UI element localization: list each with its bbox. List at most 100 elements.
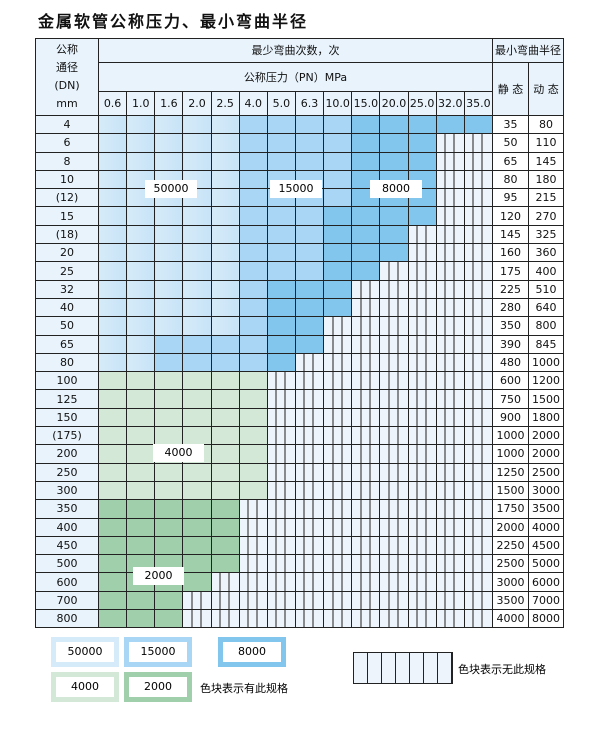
spec-cell [182, 206, 212, 226]
no-spec-cell [351, 517, 381, 537]
table-row: 800 4000 8000 [35, 609, 564, 629]
table-row: 125 750 1500 [35, 389, 564, 409]
pressure-col-header: 1.6 [154, 91, 184, 116]
no-spec-cell [351, 572, 381, 592]
dn-header-line: 通径 [56, 61, 78, 74]
no-spec-cell [351, 334, 381, 354]
spec-cell [154, 334, 184, 354]
no-spec-cell [266, 407, 296, 428]
dn-cell: 65 [35, 334, 99, 354]
spec-cell [182, 535, 212, 556]
pressure-col-header: 1.0 [126, 91, 156, 116]
spec-cell [238, 133, 268, 153]
spec-cell [238, 297, 268, 318]
spec-cell [126, 243, 156, 263]
dn-cell: 450 [35, 535, 99, 556]
static-radius-cell: 480 [491, 352, 529, 373]
spec-cell [97, 609, 128, 629]
static-radius-cell: 145 [491, 224, 529, 245]
dynamic-radius-cell: 8000 [527, 609, 564, 629]
no-spec-cell [463, 554, 493, 574]
dn-cell: 350 [35, 499, 99, 519]
no-spec-cell [266, 462, 296, 482]
spec-cell [126, 426, 156, 446]
dn-cell: 25 [35, 261, 99, 281]
spec-cell [407, 151, 437, 171]
spec-cell [294, 224, 325, 245]
legend-50000: 50000 [51, 637, 119, 667]
spec-cell [238, 151, 268, 171]
static-radius-cell: 280 [491, 297, 529, 318]
dynamic-radius-cell: 215 [527, 188, 564, 208]
dynamic-radius-cell: 360 [527, 243, 564, 263]
spec-cell [294, 133, 325, 153]
no-spec-cell [379, 462, 409, 482]
no-spec-cell [463, 426, 493, 446]
table-row: (18) 145 325 [35, 224, 564, 245]
spec-cell [323, 114, 353, 135]
no-spec-cell [238, 609, 268, 629]
spec-cell [266, 316, 296, 336]
table-row: 600 3000 6000 [35, 572, 564, 592]
spec-cell [238, 261, 268, 281]
radius-header: 最小弯曲半径 [491, 38, 564, 63]
legend-label: 15000 [129, 642, 187, 662]
dynamic-radius-cell: 2000 [527, 444, 564, 464]
no-spec-cell [182, 609, 212, 629]
spec-cell [182, 114, 212, 135]
static-radius-cell: 50 [491, 133, 529, 153]
spec-cell [210, 297, 240, 318]
spec-cell [154, 609, 184, 629]
no-spec-cell [210, 609, 240, 629]
no-spec-cell [407, 261, 437, 281]
no-spec-cell [266, 554, 296, 574]
no-spec-cell [435, 590, 465, 611]
spec-cell [238, 224, 268, 245]
spec-cell [210, 444, 240, 464]
no-spec-cell [407, 279, 437, 299]
no-spec-cell [323, 480, 353, 501]
no-spec-cell [463, 151, 493, 171]
spec-cell [238, 371, 268, 391]
legend-label: 8000 [223, 642, 281, 662]
spec-cell [379, 224, 409, 245]
no-spec-cell [463, 352, 493, 373]
dn-header-line: mm [56, 97, 78, 110]
spec-cell [210, 554, 240, 574]
spec-cell [379, 133, 409, 153]
spec-cell [154, 261, 184, 281]
spec-cell [126, 590, 156, 611]
table-row: 450 2250 4500 [35, 535, 564, 556]
static-radius-cell: 1000 [491, 444, 529, 464]
dynamic-radius-cell: 845 [527, 334, 564, 354]
no-spec-cell [266, 389, 296, 409]
pressure-col-header: 0.6 [97, 91, 128, 116]
legend-8000: 8000 [218, 637, 286, 667]
spec-cell [210, 206, 240, 226]
no-spec-cell [379, 389, 409, 409]
spec-cell [210, 261, 240, 281]
spec-cell [407, 133, 437, 153]
spec-cell [126, 279, 156, 299]
no-spec-cell [266, 590, 296, 611]
no-spec-cell [238, 572, 268, 592]
spec-cell [97, 279, 128, 299]
spec-cell [210, 114, 240, 135]
spec-cell [379, 243, 409, 263]
spec-cell [210, 169, 240, 190]
spec-cell [294, 206, 325, 226]
no-spec-cell [435, 444, 465, 464]
no-spec-cell [294, 535, 325, 556]
dynamic-radius-cell: 800 [527, 316, 564, 336]
spec-cell [154, 279, 184, 299]
spec-cell [126, 206, 156, 226]
no-spec-cell [323, 535, 353, 556]
spec-cell [126, 389, 156, 409]
pressure-col-header: 32.0 [435, 91, 465, 116]
static-radius-cell: 1250 [491, 462, 529, 482]
no-spec-cell [210, 590, 240, 611]
no-spec-cell [379, 554, 409, 574]
no-spec-cell [351, 352, 381, 373]
spec-cell [435, 114, 465, 135]
spec-cell [182, 426, 212, 446]
